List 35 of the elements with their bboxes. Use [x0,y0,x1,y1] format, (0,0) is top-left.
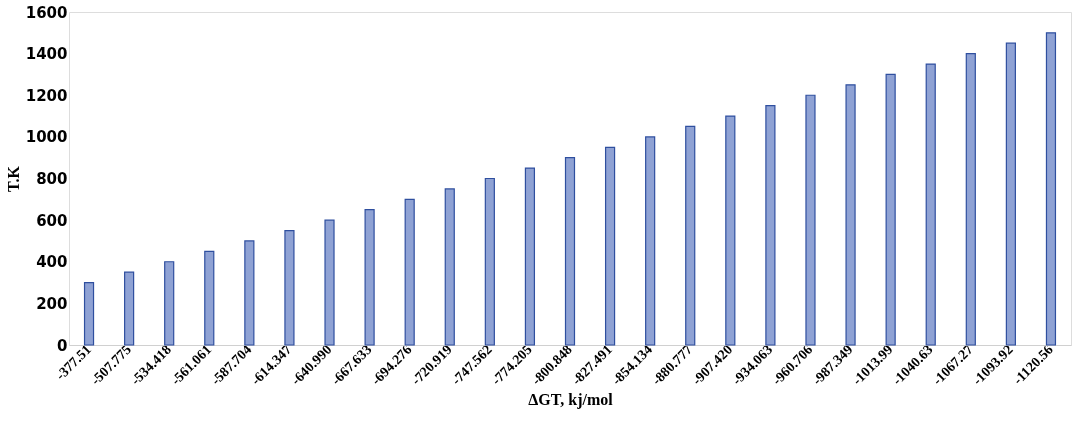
bar [484,177,495,346]
bar [164,261,175,346]
bar [765,105,776,346]
bar [324,219,335,346]
y-tick-label: 400 [36,253,68,272]
bar [685,125,696,346]
bar [805,94,816,346]
bar [725,115,736,346]
bar [965,53,976,346]
bar [1045,32,1057,346]
bar [604,146,616,346]
bar [284,229,295,346]
bar [83,281,95,346]
bar [925,63,936,346]
bar [364,209,375,346]
y-tick-label: 1000 [25,128,68,147]
bar [845,84,856,346]
y-tick-label: 1400 [25,45,68,64]
bar [404,198,415,346]
bar [1005,42,1016,346]
bar [645,136,656,346]
y-tick-label: 1600 [25,3,68,22]
bar [885,73,896,346]
y-tick-label: 200 [36,294,68,313]
y-axis-title: T.K [4,165,22,192]
bar [204,250,215,346]
x-axis-title: ΔGT, kj/mol [528,390,614,409]
bar [564,157,576,346]
bar [124,271,135,346]
y-tick-label: 1200 [25,86,68,105]
bar [244,240,255,346]
bar [524,167,536,346]
y-tick-label: 800 [36,170,68,188]
y-tick-label: 600 [36,211,68,230]
bar [444,188,455,346]
